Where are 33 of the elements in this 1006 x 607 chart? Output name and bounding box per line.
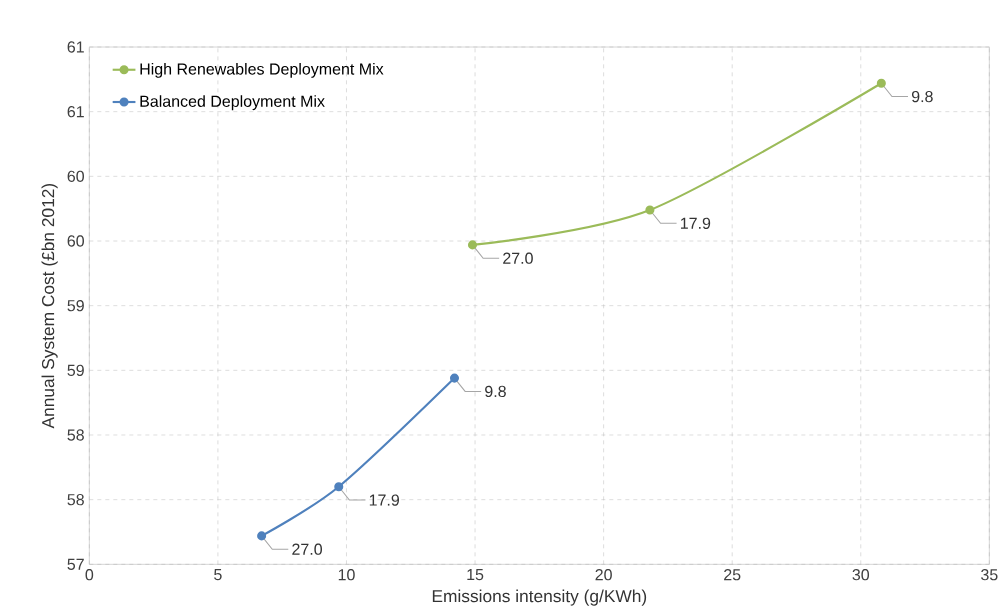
point	[334, 482, 344, 492]
x-tick-label: 20	[595, 569, 612, 581]
y-tick-label: 58	[67, 494, 84, 506]
y-tick-label: 60	[67, 170, 84, 182]
annotation: 17.9	[369, 494, 400, 506]
point	[257, 531, 267, 541]
annotation: 27.0	[503, 252, 533, 264]
legend-label: High Renewables Deployment Mix	[140, 62, 384, 78]
x-tick-label: 5	[214, 569, 222, 581]
x-tick-label: 25	[724, 569, 741, 581]
annotation: 17.9	[680, 217, 711, 229]
y-tick-label: 60	[67, 235, 84, 247]
y-tick-label: 59	[67, 364, 84, 376]
point	[467, 240, 478, 250]
x-tick-label: 35	[981, 569, 998, 581]
y-tick-label: 58	[67, 429, 84, 441]
annotation: 27.0	[292, 543, 323, 555]
y-tick-label: 61	[67, 41, 84, 53]
x-tick-label: 10	[338, 569, 355, 581]
legend-label: Balanced Deployment Mix	[140, 95, 325, 111]
point	[645, 205, 655, 215]
y-tick-label: 59	[67, 300, 84, 312]
x-tick-label: 15	[467, 569, 484, 581]
annotation: 9.8	[485, 385, 506, 398]
point	[876, 78, 886, 88]
y-axis-title: Annual System Cost (£bn 2012)	[41, 183, 58, 429]
x-tick-label: 30	[852, 569, 870, 581]
x-tick-label: 0	[85, 569, 94, 581]
x-axis-title: Emissions intensity (g/KWh)	[432, 589, 647, 606]
y-tick-label: 57	[67, 558, 84, 570]
point	[449, 373, 460, 383]
annotation: 9.8	[911, 90, 933, 103]
y-tick-label: 61	[67, 106, 84, 118]
